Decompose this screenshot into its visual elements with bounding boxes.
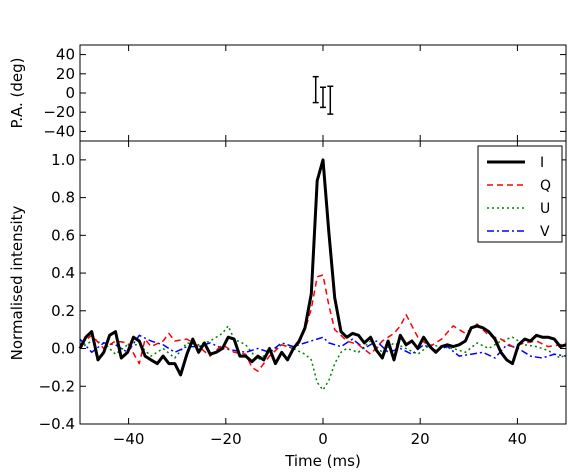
- legend-item-v: V: [487, 224, 550, 240]
- x-tick-label: −20: [210, 430, 242, 448]
- series-line-q: [79, 274, 567, 372]
- intensity-y-tick-label: 0.4: [51, 264, 75, 282]
- intensity-y-tick-label: 1.0: [51, 151, 75, 169]
- intensity-y-tick-label: 0.6: [51, 226, 75, 244]
- series-line-i: [78, 158, 567, 377]
- x-tick-label: 40: [508, 430, 527, 448]
- intensity-y-tick-label: 0.8: [51, 189, 75, 207]
- intensity-y-ticks: 1.0 0.8 0.6 0.4 0.2 0.0 −0.2 −0.4: [39, 151, 566, 433]
- pa-y-tick-label: 20: [56, 65, 75, 83]
- pa-point: [312, 75, 319, 104]
- series-line-u: [79, 325, 567, 391]
- intensity-series-lines: [78, 158, 567, 391]
- legend-label: U: [540, 201, 550, 217]
- x-axis-label: Time (ms): [284, 452, 361, 470]
- pa-y-tick-label: 40: [56, 46, 75, 64]
- x-tick-label: −40: [113, 430, 145, 448]
- legend-label: V: [540, 224, 550, 240]
- intensity-y-axis-label: Normalised intensity: [8, 205, 26, 360]
- legend-label: Q: [540, 178, 551, 194]
- x-tick-label: 0: [318, 430, 328, 448]
- intensity-y-tick-label: 0.0: [51, 340, 75, 358]
- pa-point: [320, 86, 326, 109]
- pa-y-tick-label: −40: [43, 122, 75, 140]
- intensity-y-tick-label: −0.4: [39, 415, 75, 433]
- series-line-v: [79, 334, 567, 359]
- legend-item-i: I: [487, 155, 544, 171]
- intensity-y-tick-label: 0.2: [51, 302, 75, 320]
- pa-points: [312, 75, 334, 115]
- legend-item-q: Q: [487, 178, 551, 194]
- pa-y-tick-label: −20: [43, 103, 75, 121]
- x-tick-label: 20: [411, 430, 430, 448]
- pa-y-tick-label: 0: [65, 84, 75, 102]
- intensity-y-tick-label: −0.2: [39, 377, 75, 395]
- intensity-x-ticks: −40 −20 0 20 40: [113, 141, 527, 448]
- legend-label: I: [540, 155, 544, 171]
- pa-point: [327, 85, 334, 115]
- pa-y-axis-label: P.A. (deg): [8, 58, 26, 129]
- intensity-panel: 1.0 0.8 0.6 0.4 0.2 0.0 −0.2 −0.4 −40 −20 0 20 40 N…: [8, 140, 567, 470]
- legend-item-u: U: [487, 201, 550, 217]
